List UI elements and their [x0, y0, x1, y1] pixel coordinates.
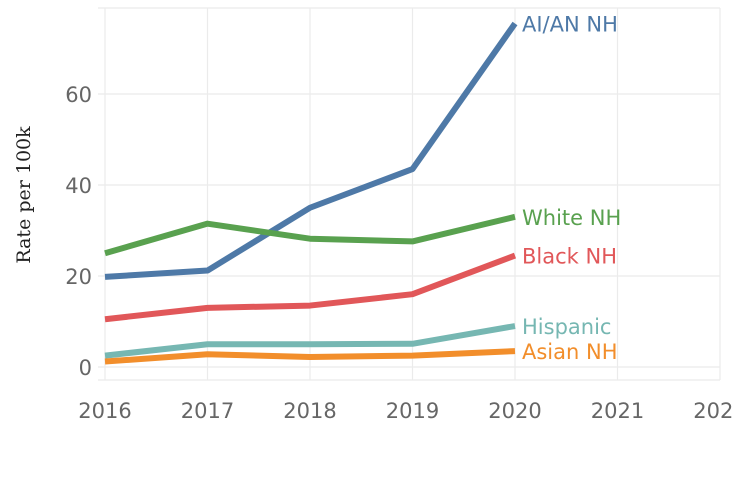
series-line-ai-an-nh [104, 21, 518, 280]
x-tick-2016: 2016 [78, 399, 131, 423]
y-axis-label: Rate per 100k [13, 126, 35, 264]
y-axis-ticks: 0 20 40 60 [65, 83, 92, 380]
y-tick-0: 0 [79, 356, 92, 380]
grid [98, 7, 721, 381]
series-label-hispanic: Hispanic [522, 315, 611, 339]
series-lines [104, 21, 518, 365]
y-tick-60: 60 [65, 83, 92, 107]
series-label-black-nh: Black NH [522, 245, 617, 269]
x-tick-2020: 2020 [488, 399, 541, 423]
series-line-black-nh [104, 252, 517, 323]
series-label-ai-an-nh: AI/AN NH [522, 12, 618, 36]
x-axis-ticks: 2016 2017 2018 2019 2020 2021 2022 [78, 399, 734, 423]
series-label-asian-nh: Asian NH [522, 340, 618, 364]
x-tick-2018: 2018 [283, 399, 336, 423]
y-tick-20: 20 [65, 265, 92, 289]
x-tick-2021: 2021 [591, 399, 644, 423]
x-tick-2019: 2019 [386, 399, 439, 423]
series-line-white-nh [104, 213, 516, 257]
x-tick-2022: 2022 [693, 399, 734, 423]
series-line-asian-nh [104, 348, 516, 365]
y-tick-40: 40 [65, 174, 92, 198]
x-tick-2017: 2017 [181, 399, 234, 423]
series-line-hispanic [104, 323, 516, 359]
series-label-white-nh: White NH [522, 206, 621, 230]
